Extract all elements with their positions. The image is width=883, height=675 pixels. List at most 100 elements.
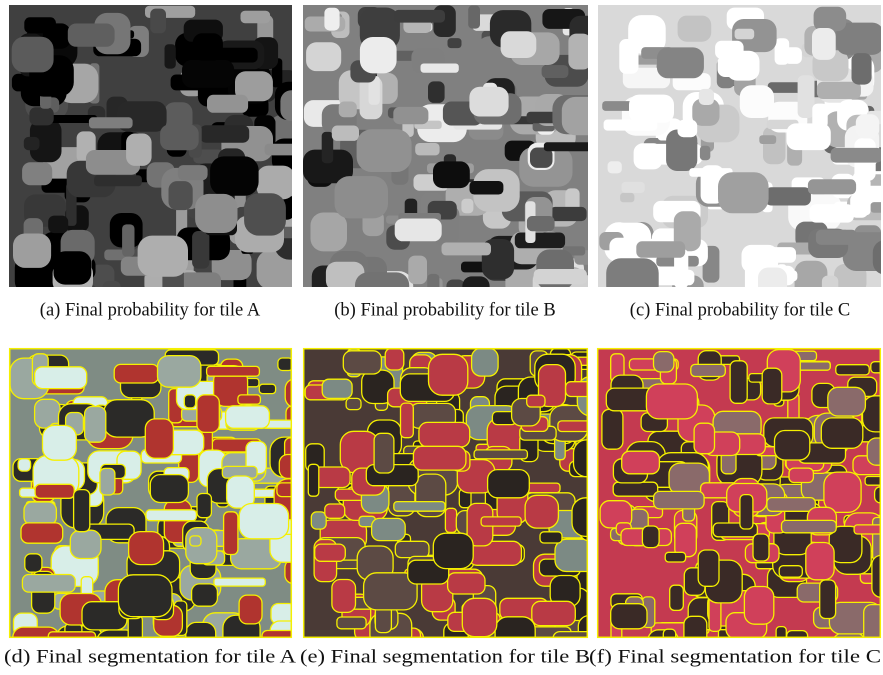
region — [470, 181, 504, 195]
region — [448, 573, 485, 594]
region — [699, 89, 714, 105]
region — [611, 604, 647, 629]
region — [619, 39, 638, 74]
region — [68, 24, 115, 47]
region — [488, 470, 530, 498]
region — [324, 8, 339, 31]
region — [401, 403, 414, 438]
region — [192, 584, 218, 606]
region — [753, 534, 769, 561]
region — [445, 508, 456, 532]
region — [24, 502, 56, 525]
region — [767, 498, 815, 512]
region — [126, 134, 152, 166]
region — [501, 31, 537, 58]
region — [54, 251, 92, 284]
region — [730, 361, 747, 404]
region — [145, 419, 173, 458]
region — [602, 409, 623, 449]
region — [525, 495, 558, 528]
region — [831, 148, 883, 163]
region — [534, 269, 587, 284]
region — [395, 219, 442, 242]
region — [262, 631, 302, 646]
caption: (c) Final probability for tile C — [630, 300, 850, 320]
region — [74, 490, 90, 532]
region — [413, 446, 466, 470]
region — [193, 33, 223, 60]
region — [372, 518, 406, 540]
region — [239, 504, 288, 539]
region — [374, 433, 394, 473]
region — [613, 482, 658, 496]
region — [200, 125, 249, 143]
region — [515, 233, 565, 249]
region — [442, 243, 492, 256]
region — [165, 44, 176, 68]
region — [35, 367, 87, 389]
region — [636, 241, 685, 257]
region — [871, 362, 883, 373]
caption: (a) Final probability for tile A — [40, 300, 261, 320]
region — [634, 143, 663, 169]
region — [836, 365, 869, 375]
region — [657, 47, 704, 78]
region — [214, 578, 265, 586]
region — [182, 60, 234, 88]
region — [48, 216, 68, 234]
region — [239, 595, 262, 624]
region — [812, 104, 827, 129]
region — [555, 539, 599, 571]
region — [789, 468, 813, 482]
region — [461, 199, 473, 213]
region — [25, 554, 42, 572]
region — [820, 580, 836, 619]
region — [654, 491, 705, 509]
region — [94, 175, 142, 186]
region — [21, 523, 63, 543]
region — [129, 532, 164, 565]
region — [415, 143, 439, 155]
region — [816, 230, 857, 245]
region — [629, 95, 674, 123]
caption: (d) Final segmentation for tile A — [4, 647, 297, 667]
region — [740, 495, 753, 529]
region — [18, 459, 31, 471]
region — [821, 418, 863, 448]
region — [469, 87, 508, 117]
region — [448, 38, 462, 48]
region — [870, 202, 883, 213]
region — [608, 161, 622, 173]
region — [429, 354, 468, 395]
region — [85, 407, 106, 443]
region — [184, 395, 195, 408]
region — [550, 207, 587, 221]
region — [360, 37, 397, 73]
region — [311, 512, 326, 529]
region — [169, 181, 193, 210]
region — [472, 348, 499, 376]
region — [100, 468, 115, 495]
region — [856, 114, 879, 138]
region — [197, 494, 211, 518]
region — [433, 161, 470, 188]
region — [346, 398, 361, 409]
images — [9, 5, 883, 671]
region — [817, 82, 861, 99]
region — [775, 431, 810, 461]
region — [190, 536, 201, 546]
region — [859, 178, 871, 215]
region — [812, 28, 836, 60]
region — [226, 406, 270, 429]
region — [540, 532, 562, 543]
region — [259, 384, 275, 393]
region — [150, 9, 166, 34]
caption: (f) Final segmentation for tile C — [589, 647, 881, 667]
region — [678, 120, 698, 138]
region — [558, 421, 595, 432]
region — [665, 552, 685, 562]
region — [606, 258, 659, 300]
region — [691, 364, 726, 376]
region — [744, 587, 773, 625]
region — [700, 146, 710, 160]
